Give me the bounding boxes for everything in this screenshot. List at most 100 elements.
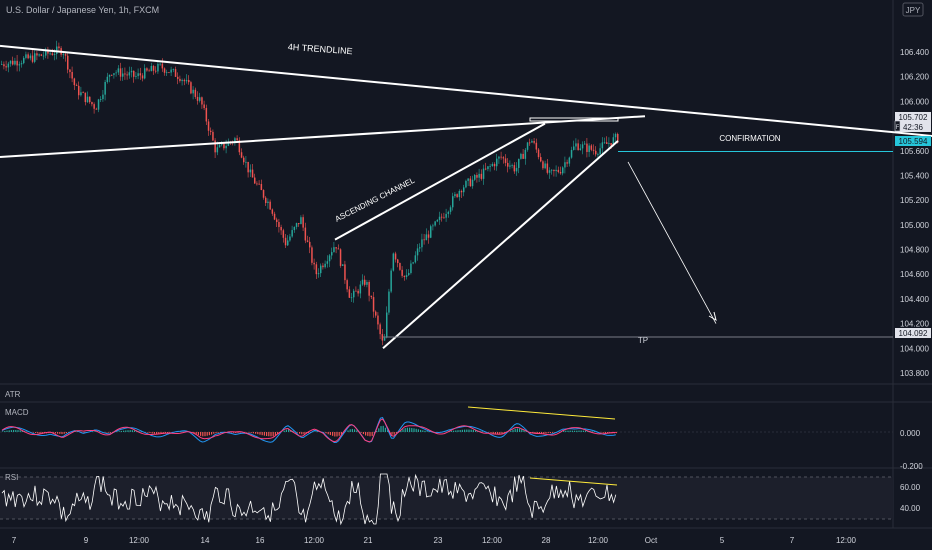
candle-body[interactable] <box>522 153 524 159</box>
candle-body[interactable] <box>31 55 34 62</box>
candle-body[interactable] <box>170 69 172 73</box>
macd-divergence-line[interactable] <box>467 406 616 420</box>
macd-bar[interactable] <box>57 432 59 434</box>
macd-bar[interactable] <box>169 432 171 433</box>
macd-bar[interactable] <box>501 432 503 435</box>
macd-bar[interactable] <box>277 432 279 435</box>
macd-bar[interactable] <box>63 432 65 434</box>
macd-bar[interactable] <box>424 430 426 432</box>
candle-body[interactable] <box>236 138 238 141</box>
macd-bar[interactable] <box>567 430 569 432</box>
macd-bar[interactable] <box>13 429 15 432</box>
macd-bar[interactable] <box>536 432 538 434</box>
macd-bar[interactable] <box>120 430 122 432</box>
candle-body[interactable] <box>212 131 214 141</box>
candle-body[interactable] <box>597 154 599 155</box>
candle-body[interactable] <box>174 69 177 77</box>
candle-body[interactable] <box>487 166 489 170</box>
macd-bar[interactable] <box>380 426 382 432</box>
candle-body[interactable] <box>500 156 502 158</box>
candle-body[interactable] <box>203 104 205 109</box>
candle-body[interactable] <box>562 167 564 174</box>
macd-bar[interactable] <box>349 429 351 432</box>
candle-body[interactable] <box>463 187 465 193</box>
candle-body[interactable] <box>247 161 249 173</box>
candle-body[interactable] <box>353 290 355 298</box>
candle-body[interactable] <box>238 140 241 153</box>
macd-bar[interactable] <box>459 430 461 432</box>
macd-bar[interactable] <box>151 432 153 434</box>
macd-bar[interactable] <box>158 432 160 435</box>
candle-body[interactable] <box>115 72 117 74</box>
macd-bar[interactable] <box>204 432 206 437</box>
candle-body[interactable] <box>537 149 540 158</box>
candle-body[interactable] <box>49 53 51 55</box>
candle-body[interactable] <box>524 149 527 159</box>
candle-body[interactable] <box>179 78 181 81</box>
candle-body[interactable] <box>608 143 610 144</box>
candle-body[interactable] <box>276 219 278 223</box>
macd-bar[interactable] <box>362 432 364 435</box>
candle-body[interactable] <box>553 169 555 172</box>
macd-bar[interactable] <box>411 427 413 432</box>
candle-body[interactable] <box>172 69 175 70</box>
macd-bar[interactable] <box>336 432 338 437</box>
candle-body[interactable] <box>218 144 221 148</box>
macd-bar[interactable] <box>140 431 142 432</box>
macd-bar[interactable] <box>131 430 133 432</box>
candle-body[interactable] <box>124 73 126 75</box>
candle-body[interactable] <box>392 253 395 271</box>
candle-body[interactable] <box>225 145 227 149</box>
macd-bar[interactable] <box>160 432 162 435</box>
candle-body[interactable] <box>311 247 313 263</box>
candle-body[interactable] <box>511 165 513 166</box>
candle-body[interactable] <box>56 46 58 55</box>
candle-body[interactable] <box>3 64 5 67</box>
candle-body[interactable] <box>64 54 67 56</box>
candle-body[interactable] <box>434 221 436 226</box>
macd-bar[interactable] <box>15 429 17 432</box>
macd-bar[interactable] <box>147 432 149 433</box>
candle-body[interactable] <box>53 54 56 55</box>
candle-body[interactable] <box>251 169 254 178</box>
candle-body[interactable] <box>300 217 302 225</box>
macd-bar[interactable] <box>195 432 197 435</box>
macd-bar[interactable] <box>213 432 215 434</box>
macd-bar[interactable] <box>387 430 389 432</box>
candle-body[interactable] <box>342 264 344 266</box>
macd-bar[interactable] <box>593 431 595 432</box>
candle-body[interactable] <box>423 239 425 241</box>
candle-body[interactable] <box>361 279 364 285</box>
candle-body[interactable] <box>458 190 461 198</box>
macd-bar[interactable] <box>420 429 422 432</box>
candle-body[interactable] <box>601 142 604 149</box>
macd-bar[interactable] <box>402 429 404 432</box>
candle-body[interactable] <box>379 324 381 335</box>
macd-bar[interactable] <box>461 429 463 432</box>
macd-bar[interactable] <box>340 432 342 435</box>
candle-body[interactable] <box>86 96 89 103</box>
candle-body[interactable] <box>181 79 183 81</box>
macd-bar[interactable] <box>118 431 120 432</box>
macd-bar[interactable] <box>237 432 239 433</box>
macd-bar[interactable] <box>261 432 263 436</box>
candle-body[interactable] <box>73 78 76 86</box>
candle-body[interactable] <box>467 178 469 181</box>
macd-bar[interactable] <box>591 431 593 432</box>
macd-bar[interactable] <box>235 432 237 434</box>
candle-body[interactable] <box>122 73 124 77</box>
macd-bar[interactable] <box>6 430 8 432</box>
candle-body[interactable] <box>331 252 333 256</box>
candle-body[interactable] <box>216 147 219 153</box>
macd-bar[interactable] <box>338 432 340 436</box>
candle-body[interactable] <box>381 334 384 341</box>
candle-body[interactable] <box>482 168 485 179</box>
macd-bar[interactable] <box>266 432 268 436</box>
macd-bar[interactable] <box>250 432 252 433</box>
candle-body[interactable] <box>128 72 131 76</box>
candle-body[interactable] <box>75 85 78 86</box>
candle-body[interactable] <box>166 72 168 74</box>
candle-body[interactable] <box>526 142 529 150</box>
candle-body[interactable] <box>449 207 452 212</box>
candle-body[interactable] <box>375 311 377 316</box>
